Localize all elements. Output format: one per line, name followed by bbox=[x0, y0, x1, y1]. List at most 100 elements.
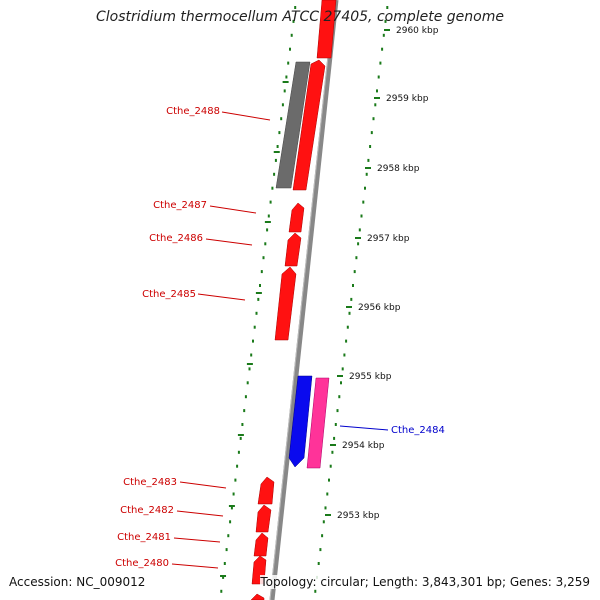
tick-dot-inner bbox=[236, 464, 239, 468]
tick-dot-outer bbox=[379, 61, 382, 65]
tick-dot-outer bbox=[340, 381, 342, 385]
tick-dot-inner bbox=[259, 284, 261, 287]
tick-dot-inner bbox=[232, 492, 235, 496]
gene-feature-cthe-2487 bbox=[288, 202, 305, 233]
tick-dot-outer bbox=[381, 47, 384, 51]
leader-cthe-2486 bbox=[205, 238, 253, 246]
tick-dot-inner bbox=[269, 200, 272, 204]
scale-ticks: 2960 kbp 2959 kbp 2958 kbp 2957 kbp 2956… bbox=[325, 26, 439, 521]
tick-dot-inner bbox=[260, 270, 263, 274]
tick-dot-inner bbox=[225, 548, 228, 552]
tick-dot-outer bbox=[355, 256, 358, 260]
gene-label-cthe-2488: Cthe_2488 bbox=[166, 106, 220, 117]
tick-dot-outer bbox=[343, 353, 346, 357]
tick-dot-inner bbox=[294, 6, 297, 9]
tick-dot-inner bbox=[229, 520, 232, 524]
gene-feature-cthe-2482 bbox=[255, 504, 272, 533]
tick-dot-inner bbox=[230, 506, 233, 510]
tick-dot-outer bbox=[374, 103, 377, 107]
tick-dot-outer bbox=[328, 478, 330, 482]
tick-dot-outer bbox=[331, 450, 334, 454]
tick-dot-outer bbox=[357, 242, 360, 246]
tick-dot-inner bbox=[266, 228, 269, 232]
tick-dot-inner bbox=[264, 242, 267, 246]
tick-dot-inner bbox=[292, 19, 295, 23]
tick-dot-outer bbox=[364, 186, 366, 190]
tick-dot-inner bbox=[287, 61, 290, 65]
leader-cthe-2484 bbox=[339, 425, 389, 431]
tick-dot-inner bbox=[252, 339, 254, 343]
gene-label-cthe-2481: Cthe_2481 bbox=[117, 532, 171, 543]
tick-dot-outer bbox=[322, 520, 325, 524]
gene-feature-cthe-2485 bbox=[274, 266, 297, 341]
tick-dot-outer bbox=[370, 131, 373, 135]
gene-label-cthe-2486: Cthe_2486 bbox=[149, 233, 203, 244]
tick-dot-outer bbox=[367, 158, 370, 162]
tick-dot-outer bbox=[317, 562, 320, 565]
tick-dot-outer bbox=[358, 228, 361, 232]
gene-labels: Cthe_2488 Cthe_2487 Cthe_2486 Cthe_2485 … bbox=[115, 106, 445, 569]
tick-dot-outer bbox=[321, 534, 324, 538]
tick-dot-outer bbox=[353, 270, 356, 274]
tick-dot-outer bbox=[362, 200, 365, 204]
tick-dot-inner bbox=[248, 367, 251, 371]
tick-dot-outer bbox=[365, 172, 368, 176]
tick-dot-inner bbox=[257, 297, 260, 301]
tick-dot-inner bbox=[262, 256, 265, 260]
tick-dot-outer bbox=[338, 395, 341, 399]
accession-label: Accession: NC_009012 bbox=[9, 575, 146, 589]
tick-dot-inner bbox=[253, 325, 256, 329]
tick-dot-inner bbox=[290, 33, 293, 37]
tick-dot-outer bbox=[372, 117, 375, 121]
tick-dot-outer bbox=[329, 464, 332, 468]
gene-feature-cthe-2481 bbox=[253, 532, 269, 557]
tick-dot-outer bbox=[382, 33, 385, 37]
genome-backbone bbox=[269, 0, 339, 600]
gene-feature-cthe-2484-blue bbox=[288, 375, 313, 468]
tick-dot-inner bbox=[234, 478, 237, 482]
tick-dot-inner bbox=[227, 534, 230, 538]
leader-cthe-2481 bbox=[173, 537, 221, 543]
genome-backbone-highlight bbox=[269, 0, 335, 600]
scale-label-2954: 2954 kbp bbox=[342, 441, 385, 451]
tick-dot-outer bbox=[377, 75, 380, 79]
gene-feature-cthe-2488-gray bbox=[275, 61, 311, 189]
tick-dot-inner bbox=[246, 381, 249, 385]
tick-dot-inner bbox=[222, 575, 225, 579]
tick-dot-outer bbox=[376, 89, 378, 93]
tick-dot-outer bbox=[345, 339, 348, 343]
tick-dot-outer bbox=[348, 311, 351, 315]
topology-label: Topology: circular; Length: 3,843,301 bp… bbox=[260, 575, 590, 589]
tick-dot-outer bbox=[336, 409, 339, 413]
tick-dot-inner bbox=[271, 186, 274, 190]
tick-dot-inner bbox=[289, 47, 291, 51]
tick-dot-inner bbox=[241, 423, 244, 426]
scale-label-2956: 2956 kbp bbox=[358, 303, 401, 313]
tick-dot-inner bbox=[278, 131, 281, 135]
scale-label-2960: 2960 kbp bbox=[396, 26, 439, 36]
tick-dot-inner bbox=[281, 103, 284, 107]
tick-dot-outer bbox=[333, 436, 336, 440]
tick-dot-inner bbox=[274, 158, 277, 162]
gene-features bbox=[250, 0, 337, 600]
scale-label-2957: 2957 kbp bbox=[367, 234, 410, 244]
tick-dot-inner bbox=[276, 145, 279, 148]
leader-cthe-2487 bbox=[209, 205, 257, 214]
leader-cthe-2488 bbox=[221, 111, 271, 121]
gene-label-cthe-2485: Cthe_2485 bbox=[142, 289, 196, 300]
gene-label-cthe-2483: Cthe_2483 bbox=[123, 477, 177, 488]
tick-dot-inner bbox=[243, 409, 246, 413]
tick-dot-outer bbox=[352, 284, 354, 287]
tick-dot-inner bbox=[220, 589, 223, 593]
tick-dot-outer bbox=[350, 297, 353, 301]
tick-dot-outer bbox=[384, 19, 387, 23]
tick-dot-outer bbox=[314, 589, 317, 593]
tick-dot-inner bbox=[223, 562, 226, 565]
gene-feature-bottom bbox=[250, 593, 265, 600]
leader-cthe-2482 bbox=[176, 510, 224, 517]
tick-dot-outer bbox=[346, 325, 349, 329]
tick-dot-outer bbox=[369, 145, 372, 148]
gene-label-cthe-2480: Cthe_2480 bbox=[115, 558, 169, 569]
tick-dot-inner bbox=[267, 214, 270, 218]
